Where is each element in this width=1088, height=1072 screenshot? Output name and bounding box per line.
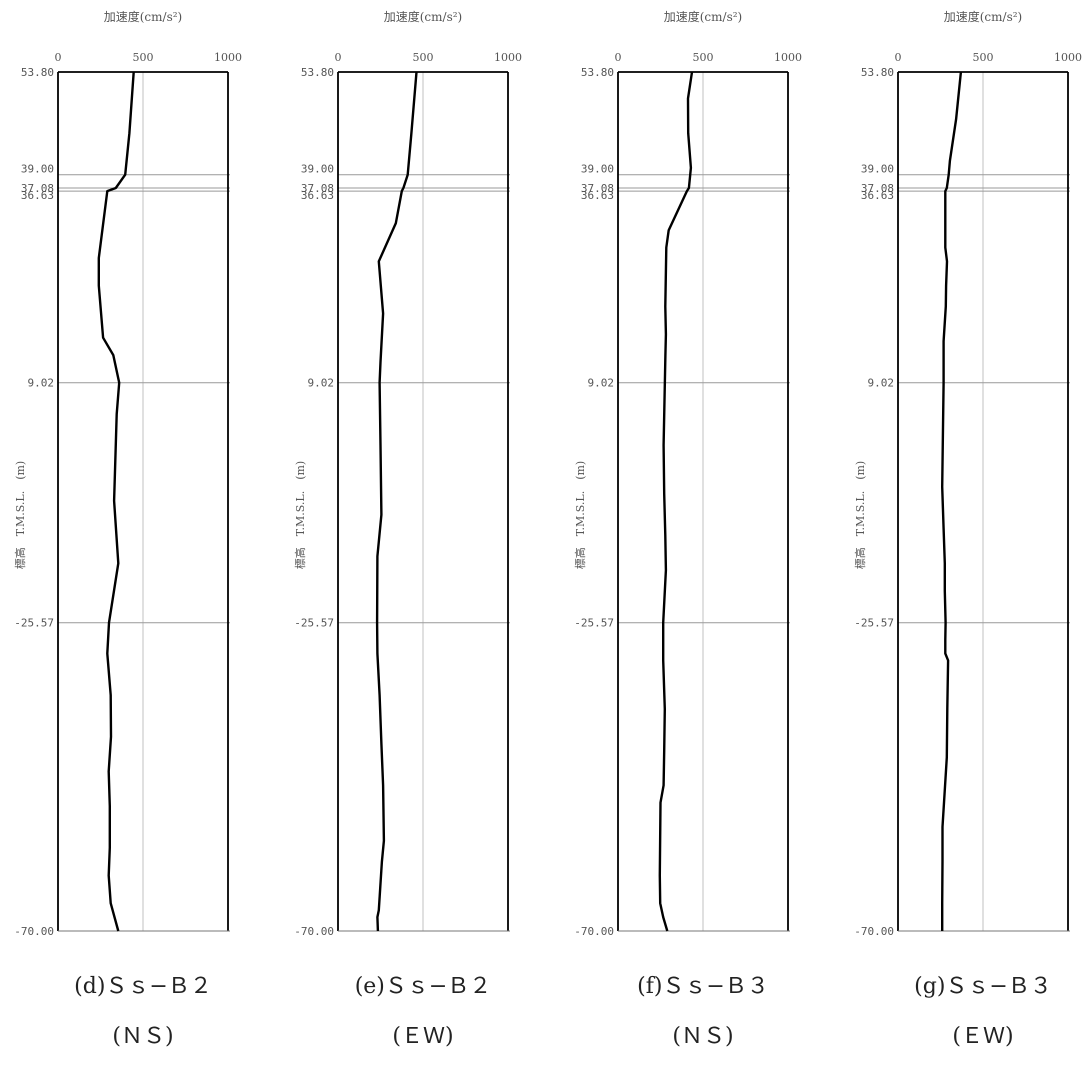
y-tick-label: 39.00 bbox=[21, 163, 54, 176]
x-tick-label: 1000 bbox=[774, 51, 802, 64]
y-tick-label: 39.00 bbox=[301, 163, 334, 176]
panel-caption: (e)Ｓｓ−Ｂ２ bbox=[355, 974, 492, 999]
series-line bbox=[941, 71, 963, 931]
y-tick-label: 37.08 bbox=[581, 182, 614, 195]
y-tick-label: -25.57 bbox=[854, 617, 894, 630]
y-tick-label: -70.00 bbox=[14, 925, 54, 938]
x-tick-label: 0 bbox=[55, 51, 62, 64]
panel-direction: (ＮＳ) bbox=[672, 1024, 733, 1049]
y-tick-label: 53.80 bbox=[581, 66, 614, 79]
x-axis-label: 加速度(cm/s²) bbox=[384, 9, 462, 24]
x-axis-label: 加速度(cm/s²) bbox=[664, 9, 742, 24]
y-tick-label: 36.63 bbox=[21, 189, 54, 202]
panel-caption: (g)Ｓｓ−Ｂ３ bbox=[914, 974, 1052, 999]
panel-caption: (f)Ｓｓ−Ｂ３ bbox=[637, 974, 769, 999]
panel-direction: (ＮＳ) bbox=[112, 1024, 173, 1049]
y-tick-label: 36.63 bbox=[301, 189, 334, 202]
y-tick-label: 9.02 bbox=[868, 377, 895, 390]
y-tick-label: -25.57 bbox=[574, 617, 614, 630]
y-tick-label: 39.00 bbox=[581, 163, 614, 176]
panel-direction: (ＥＷ) bbox=[952, 1024, 1013, 1049]
y-tick-label: 37.08 bbox=[301, 182, 334, 195]
x-tick-label: 1000 bbox=[494, 51, 522, 64]
series-line bbox=[97, 71, 135, 932]
y-tick-label: 36.63 bbox=[581, 189, 614, 202]
y-tick-label: -25.57 bbox=[294, 617, 334, 630]
x-tick-label: 500 bbox=[133, 51, 154, 64]
y-tick-label: 39.00 bbox=[861, 163, 894, 176]
y-axis-label: 標高 T.M.S.L. (m) bbox=[293, 461, 307, 569]
x-tick-label: 0 bbox=[895, 51, 902, 64]
x-tick-label: 0 bbox=[615, 51, 622, 64]
y-tick-label: 53.80 bbox=[301, 66, 334, 79]
y-tick-label: 53.80 bbox=[861, 66, 894, 79]
y-tick-label: 37.08 bbox=[861, 182, 894, 195]
y-axis-label: 標高 T.M.S.L. (m) bbox=[13, 461, 27, 569]
panel-caption: (d)Ｓｓ−Ｂ２ bbox=[74, 974, 212, 999]
x-tick-label: 500 bbox=[413, 51, 434, 64]
y-tick-label: 9.02 bbox=[588, 377, 615, 390]
y-tick-label: 53.80 bbox=[21, 66, 54, 79]
y-tick-label: 9.02 bbox=[308, 377, 335, 390]
y-tick-label: 9.02 bbox=[28, 377, 55, 390]
y-tick-label: 36.63 bbox=[861, 189, 894, 202]
y-tick-label: -70.00 bbox=[294, 925, 334, 938]
x-tick-label: 500 bbox=[973, 51, 994, 64]
x-axis-label: 加速度(cm/s²) bbox=[944, 9, 1022, 24]
x-axis-label: 加速度(cm/s²) bbox=[104, 9, 182, 24]
series-line bbox=[375, 71, 418, 932]
x-tick-label: 1000 bbox=[214, 51, 242, 64]
y-axis-label: 標高 T.M.S.L. (m) bbox=[853, 461, 867, 569]
y-tick-label: -70.00 bbox=[574, 925, 614, 938]
x-tick-label: 500 bbox=[693, 51, 714, 64]
series-line bbox=[658, 71, 694, 932]
y-tick-label: 37.08 bbox=[21, 182, 54, 195]
panel-direction: (ＥＷ) bbox=[392, 1024, 453, 1049]
x-tick-label: 0 bbox=[335, 51, 342, 64]
y-axis-label: 標高 T.M.S.L. (m) bbox=[573, 461, 587, 569]
x-tick-label: 1000 bbox=[1054, 51, 1082, 64]
y-tick-label: -70.00 bbox=[854, 925, 894, 938]
y-tick-label: -25.57 bbox=[14, 617, 54, 630]
